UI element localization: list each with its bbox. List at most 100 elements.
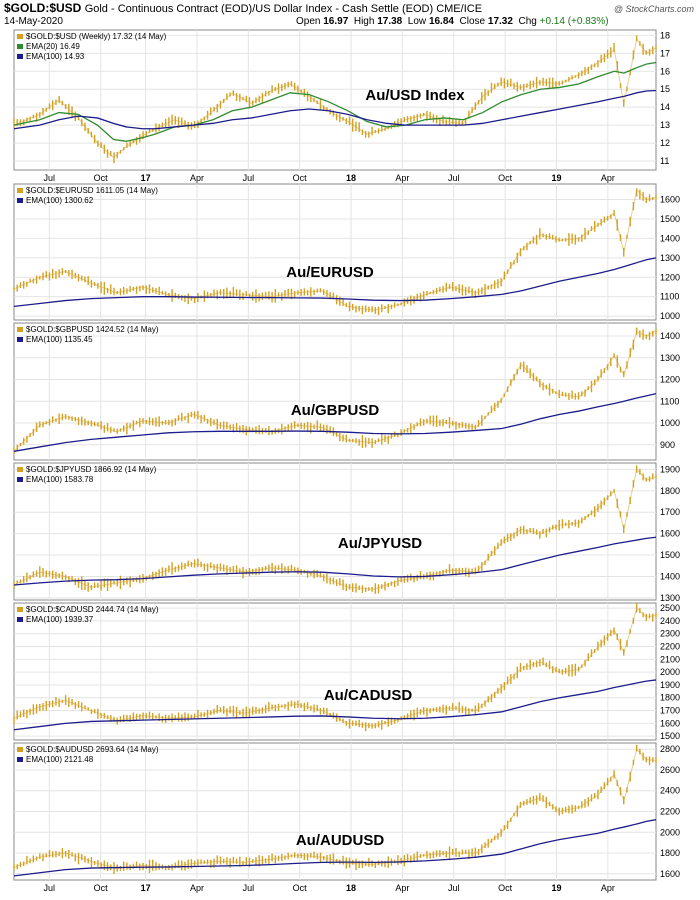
legend-swatch xyxy=(17,34,23,39)
legend-entry: EMA(100) 1135.45 xyxy=(26,335,93,344)
legend-swatch xyxy=(17,477,23,482)
x-tick-label: Jul xyxy=(44,883,56,893)
y-tick-label: 1400 xyxy=(660,331,680,341)
ema20-line xyxy=(13,61,657,142)
x-tick-label: 18 xyxy=(346,883,356,893)
low-value: 16.84 xyxy=(428,16,454,27)
legend-entry: EMA(100) 1583.78 xyxy=(26,475,94,484)
y-tick-label: 12 xyxy=(660,138,670,148)
y-tick-label: 1900 xyxy=(660,680,680,690)
ohlc-readout: Open 16.97 High 17.38 Low 16.84 Close 17… xyxy=(296,16,609,27)
y-tick-label: 11 xyxy=(660,156,669,166)
y-tick-label: 2200 xyxy=(660,642,680,652)
y-tick-label: 1800 xyxy=(660,693,680,703)
legend-entry: $GOLD:$USD (Weekly) 17.32 (14 May) xyxy=(26,32,167,41)
open-value: 16.97 xyxy=(323,16,349,27)
y-tick-label: 14 xyxy=(660,102,670,112)
date-label: 14-May-2020 xyxy=(4,16,63,27)
panel-frame xyxy=(13,183,657,321)
y-tick-label: 900 xyxy=(660,440,675,450)
legend-entry: $GOLD:$EURUSD 1611.05 (14 May) xyxy=(26,186,158,195)
y-tick-label: 1600 xyxy=(660,529,680,539)
y-tick-label: 2500 xyxy=(660,603,680,613)
x-tick-label: Apr xyxy=(395,883,409,893)
x-tick-label: Oct xyxy=(498,173,513,183)
x-tick-label: 19 xyxy=(551,173,561,183)
chart-header: $GOLD:$USD Gold - Continuous Contract (E… xyxy=(0,0,700,30)
x-tick-label: Apr xyxy=(190,883,204,893)
y-tick-label: 15 xyxy=(660,84,670,94)
y-tick-label: 2000 xyxy=(660,667,680,677)
ema100-line xyxy=(13,393,657,452)
legend-swatch xyxy=(17,747,23,752)
x-tick-label: 18 xyxy=(346,173,356,183)
y-tick-label: 1500 xyxy=(660,731,680,741)
open-label: Open xyxy=(296,16,321,27)
y-tick-label: 2200 xyxy=(660,807,680,817)
x-tick-label: Apr xyxy=(601,173,615,183)
legend-swatch xyxy=(17,607,23,612)
price-series-line xyxy=(13,330,657,452)
price-series-line xyxy=(13,607,657,727)
y-tick-label: 2300 xyxy=(660,629,680,639)
panel-4: 1300 1400 1500 1600 1700 1800 1900 $GOLD:$JPYUS… xyxy=(13,462,680,603)
x-tick-label: Jul xyxy=(448,883,460,893)
chg-label: Chg xyxy=(518,16,537,27)
x-tick-label: Jul xyxy=(44,173,56,183)
legend-entry: EMA(20) 16.49 xyxy=(26,42,80,51)
legend-swatch xyxy=(17,188,23,193)
y-tick-label: 17 xyxy=(660,48,670,58)
y-tick-label: 13 xyxy=(660,120,670,130)
y-tick-label: 1000 xyxy=(660,418,680,428)
panel-label: Au/JPYUSD xyxy=(338,535,422,552)
y-tick-label: 1500 xyxy=(660,214,680,224)
ema100-line xyxy=(13,679,657,731)
ema100-line xyxy=(13,257,657,308)
y-tick-label: 1400 xyxy=(660,571,680,581)
y-tick-label: 1400 xyxy=(660,233,680,243)
legend-entry: EMA(100) 1300.62 xyxy=(26,196,94,205)
y-tick-label: 1800 xyxy=(660,486,680,496)
y-tick-label: 1700 xyxy=(660,507,680,517)
legend-swatch xyxy=(17,198,23,203)
legend-entry: EMA(100) 1939.37 xyxy=(26,615,94,624)
chg-value: +0.14 (+0.83%) xyxy=(539,16,609,27)
panel-frame xyxy=(13,29,657,171)
legend-entry: $GOLD:$CADUSD 2444.74 (14 May) xyxy=(26,605,159,614)
y-tick-label: 1200 xyxy=(660,272,680,282)
x-tick-label: Apr xyxy=(395,173,409,183)
x-tick-label: Apr xyxy=(601,883,615,893)
legend-swatch xyxy=(17,54,23,59)
y-tick-label: 1600 xyxy=(660,869,680,879)
chart-title: $GOLD:$USD Gold - Continuous Contract (E… xyxy=(4,1,482,15)
x-tick-label: Apr xyxy=(190,173,204,183)
stockcharts-watermark: @ StockCharts.com xyxy=(613,4,694,14)
x-tick-label: 17 xyxy=(141,173,151,183)
symbol-label: $GOLD:$USD xyxy=(4,1,82,15)
y-tick-label: 1200 xyxy=(660,375,680,385)
y-tick-label: 2400 xyxy=(660,786,680,796)
x-tick-label: Oct xyxy=(498,883,513,893)
y-tick-label: 2600 xyxy=(660,765,680,775)
legend-entry: $GOLD:$JPYUSD 1866.92 (14 May) xyxy=(26,465,157,474)
chart-subtitle: Gold - Continuous Contract (EOD)/US Doll… xyxy=(84,3,483,15)
ema100-line xyxy=(13,89,657,130)
high-value: 17.38 xyxy=(377,16,403,27)
panel-6: 1600 1800 2000 2200 2400 2600 2800 $GOLD:$AUDUS… xyxy=(13,742,680,893)
y-tick-label: 2000 xyxy=(660,827,680,837)
y-tick-label: 1300 xyxy=(660,593,680,603)
x-tick-label: Jul xyxy=(243,883,255,893)
x-tick-label: 19 xyxy=(551,883,561,893)
ema100-line xyxy=(13,819,657,877)
y-tick-label: 1900 xyxy=(660,464,680,474)
x-tick-label: Oct xyxy=(94,173,109,183)
close-value: 17.32 xyxy=(487,16,513,27)
x-tick-label: 17 xyxy=(141,883,151,893)
legend-entry: $GOLD:$GBPUSD 1424.52 (14 May) xyxy=(26,325,159,334)
y-tick-label: 2800 xyxy=(660,744,680,754)
y-tick-label: 2400 xyxy=(660,616,680,626)
legend-swatch xyxy=(17,337,23,342)
y-tick-label: 1500 xyxy=(660,550,680,560)
y-tick-label: 1600 xyxy=(660,195,680,205)
x-tick-label: Jul xyxy=(448,173,460,183)
